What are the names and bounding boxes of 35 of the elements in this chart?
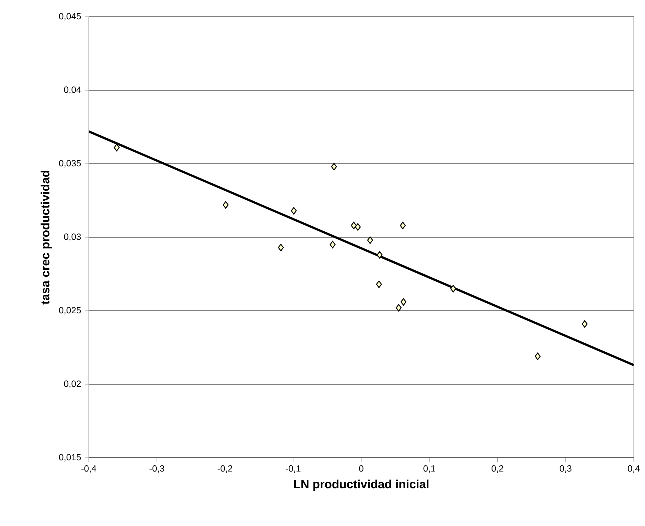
point	[450, 285, 456, 293]
y-tick-label: 0,02	[64, 380, 82, 388]
point	[400, 222, 406, 230]
point	[376, 280, 382, 288]
y-tick-label: 0,04	[64, 86, 82, 94]
y-tick-label: 0,03	[64, 234, 82, 242]
point	[114, 144, 120, 152]
x-axis-title: LN productividad inicial	[294, 480, 429, 492]
point	[400, 298, 407, 306]
x-tick-label: 0,3	[560, 466, 572, 473]
x-tick-label: -0,4	[82, 466, 96, 473]
point	[278, 244, 284, 252]
point	[291, 207, 297, 215]
y-tick-label: 0,045	[59, 13, 82, 21]
x-tick-label: 0,2	[492, 466, 504, 473]
point	[582, 320, 588, 328]
x-tick-label: 0,4	[628, 466, 640, 473]
y-tick-label: 0,015	[59, 454, 82, 462]
point	[376, 251, 383, 259]
point	[330, 241, 336, 249]
x-tick-label: -0,1	[286, 466, 301, 473]
y-tick-label: 0,035	[59, 160, 82, 168]
point	[535, 352, 541, 360]
point	[355, 223, 362, 231]
y-tick-label: 0,025	[59, 307, 82, 315]
x-tick-label: 0	[359, 466, 364, 472]
x-tick-label: 0,1	[424, 466, 436, 473]
point	[223, 201, 229, 209]
point	[367, 236, 374, 244]
y-axis-title: tasa crec productividad	[40, 170, 52, 305]
x-tick-label: -0,2	[218, 466, 233, 473]
point	[351, 222, 357, 230]
point	[331, 163, 338, 171]
point	[396, 304, 402, 312]
x-tick-label: -0,3	[150, 466, 164, 473]
